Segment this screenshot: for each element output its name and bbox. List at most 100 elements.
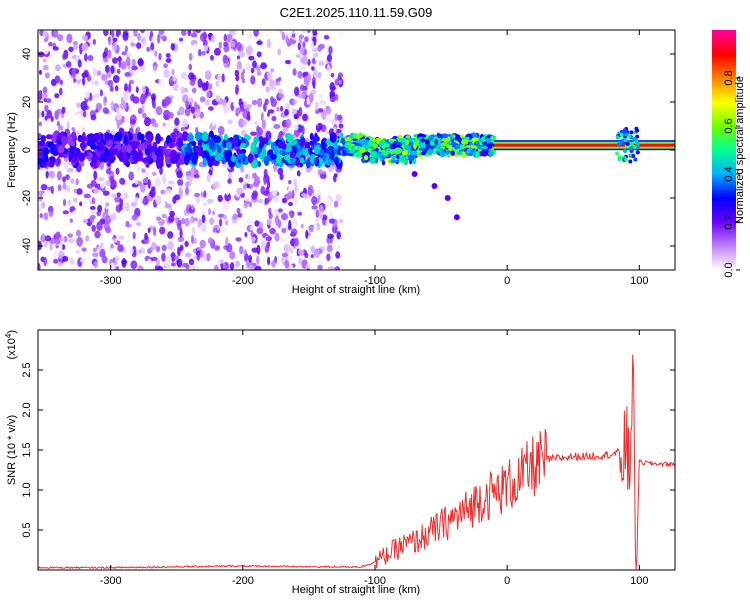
- transition-blob: [405, 139, 409, 146]
- noise-blob: [297, 42, 301, 51]
- noise-blob: [179, 244, 184, 252]
- noise-blob: [271, 220, 276, 227]
- noise-blob: [217, 74, 222, 82]
- noise-blob: [116, 30, 121, 36]
- noise-blob: [325, 106, 332, 115]
- noise-blob: [222, 264, 228, 269]
- noise-blob: [48, 210, 54, 217]
- noise-blob: [42, 86, 48, 95]
- noise-blob: [150, 42, 155, 51]
- noise-blob: [140, 92, 147, 102]
- noise-blob: [164, 96, 171, 106]
- snr-y-ticks: 0.5 1.0 1.5 2.0 2.5: [21, 362, 675, 538]
- spectrogram-y-label: Frequency (Hz): [6, 112, 18, 188]
- band-blob: [148, 157, 154, 164]
- spike-blob: [633, 157, 638, 162]
- band-blob: [314, 157, 320, 167]
- noise-blob: [258, 221, 264, 230]
- band-blob: [113, 148, 119, 156]
- noise-blob: [152, 122, 159, 128]
- noise-blob: [112, 238, 118, 243]
- noise-blob: [117, 244, 124, 253]
- noise-blob: [142, 197, 149, 206]
- noise-blob: [147, 258, 152, 265]
- noise-blob: [234, 69, 240, 77]
- band-blob: [279, 149, 285, 156]
- noise-blob: [217, 213, 225, 218]
- noise-blob: [335, 251, 341, 259]
- noise-blob: [291, 33, 296, 38]
- band-blob: [299, 157, 305, 164]
- noise-blob: [330, 72, 335, 78]
- noise-blob: [160, 199, 166, 208]
- noise-blob: [304, 36, 309, 43]
- noise-blob: [179, 228, 183, 238]
- transition-blob: [425, 144, 434, 150]
- noise-blob: [169, 210, 175, 218]
- noise-blob: [213, 181, 220, 189]
- band-blob: [318, 149, 325, 156]
- noise-blob: [52, 249, 58, 259]
- noise-blob: [250, 231, 254, 237]
- noise-blob: [57, 125, 64, 131]
- noise-blob: [280, 105, 284, 112]
- noise-blob: [246, 183, 250, 189]
- noise-blob: [91, 197, 96, 205]
- noise-blob: [256, 70, 262, 76]
- noise-blob: [147, 227, 151, 234]
- noise-blob: [285, 118, 292, 129]
- band-blob: [181, 131, 189, 142]
- noise-blob: [244, 197, 252, 202]
- noise-blob: [151, 256, 158, 262]
- noise-blob: [338, 32, 345, 38]
- noise-blob: [81, 247, 87, 252]
- noise-blob: [140, 183, 146, 193]
- spectrogram-heatmap: [38, 30, 675, 270]
- noise-blob: [130, 93, 135, 102]
- colorbar-scale: [712, 30, 736, 270]
- band-blob: [107, 133, 113, 141]
- transition-blob: [488, 149, 494, 157]
- noise-blob: [276, 106, 280, 112]
- band-blob: [289, 156, 296, 164]
- noise-blob: [232, 213, 238, 220]
- noise-blob: [194, 265, 200, 270]
- noise-blob: [185, 252, 192, 258]
- noise-blob: [147, 179, 151, 189]
- noise-blob: [293, 178, 298, 188]
- noise-blob: [112, 75, 120, 83]
- spike-blob: [632, 137, 637, 142]
- noise-blob: [127, 226, 131, 235]
- noise-blob: [56, 170, 62, 181]
- band-blob: [334, 156, 339, 166]
- noise-blob: [73, 188, 78, 194]
- noise-blob: [235, 107, 242, 115]
- noise-blob: [225, 187, 230, 196]
- band-blob: [130, 141, 138, 150]
- noise-blob: [129, 119, 136, 125]
- transition-blob: [454, 134, 461, 141]
- noise-blob: [208, 208, 211, 216]
- noise-blob: [161, 252, 166, 262]
- noise-blob: [223, 41, 229, 47]
- noise-blob: [304, 252, 309, 259]
- noise-blob: [245, 45, 253, 56]
- noise-blob: [298, 106, 303, 117]
- noise-blob: [217, 194, 223, 203]
- transition-blob: [480, 136, 486, 143]
- noise-blob: [44, 104, 49, 113]
- band-blob: [247, 153, 254, 164]
- noise-blob: [114, 85, 119, 92]
- noise-blob: [97, 245, 103, 251]
- spike-blob: [617, 142, 621, 147]
- noise-blob: [267, 111, 270, 117]
- noise-blob: [81, 209, 87, 219]
- y-tick-label: 20: [21, 96, 33, 108]
- noise-blob: [166, 119, 171, 129]
- noise-blob: [204, 70, 212, 81]
- noise-blob: [255, 255, 260, 265]
- band-blob: [104, 147, 109, 156]
- noise-blob: [330, 119, 337, 125]
- noise-blob: [50, 116, 54, 122]
- band-blob: [177, 137, 183, 148]
